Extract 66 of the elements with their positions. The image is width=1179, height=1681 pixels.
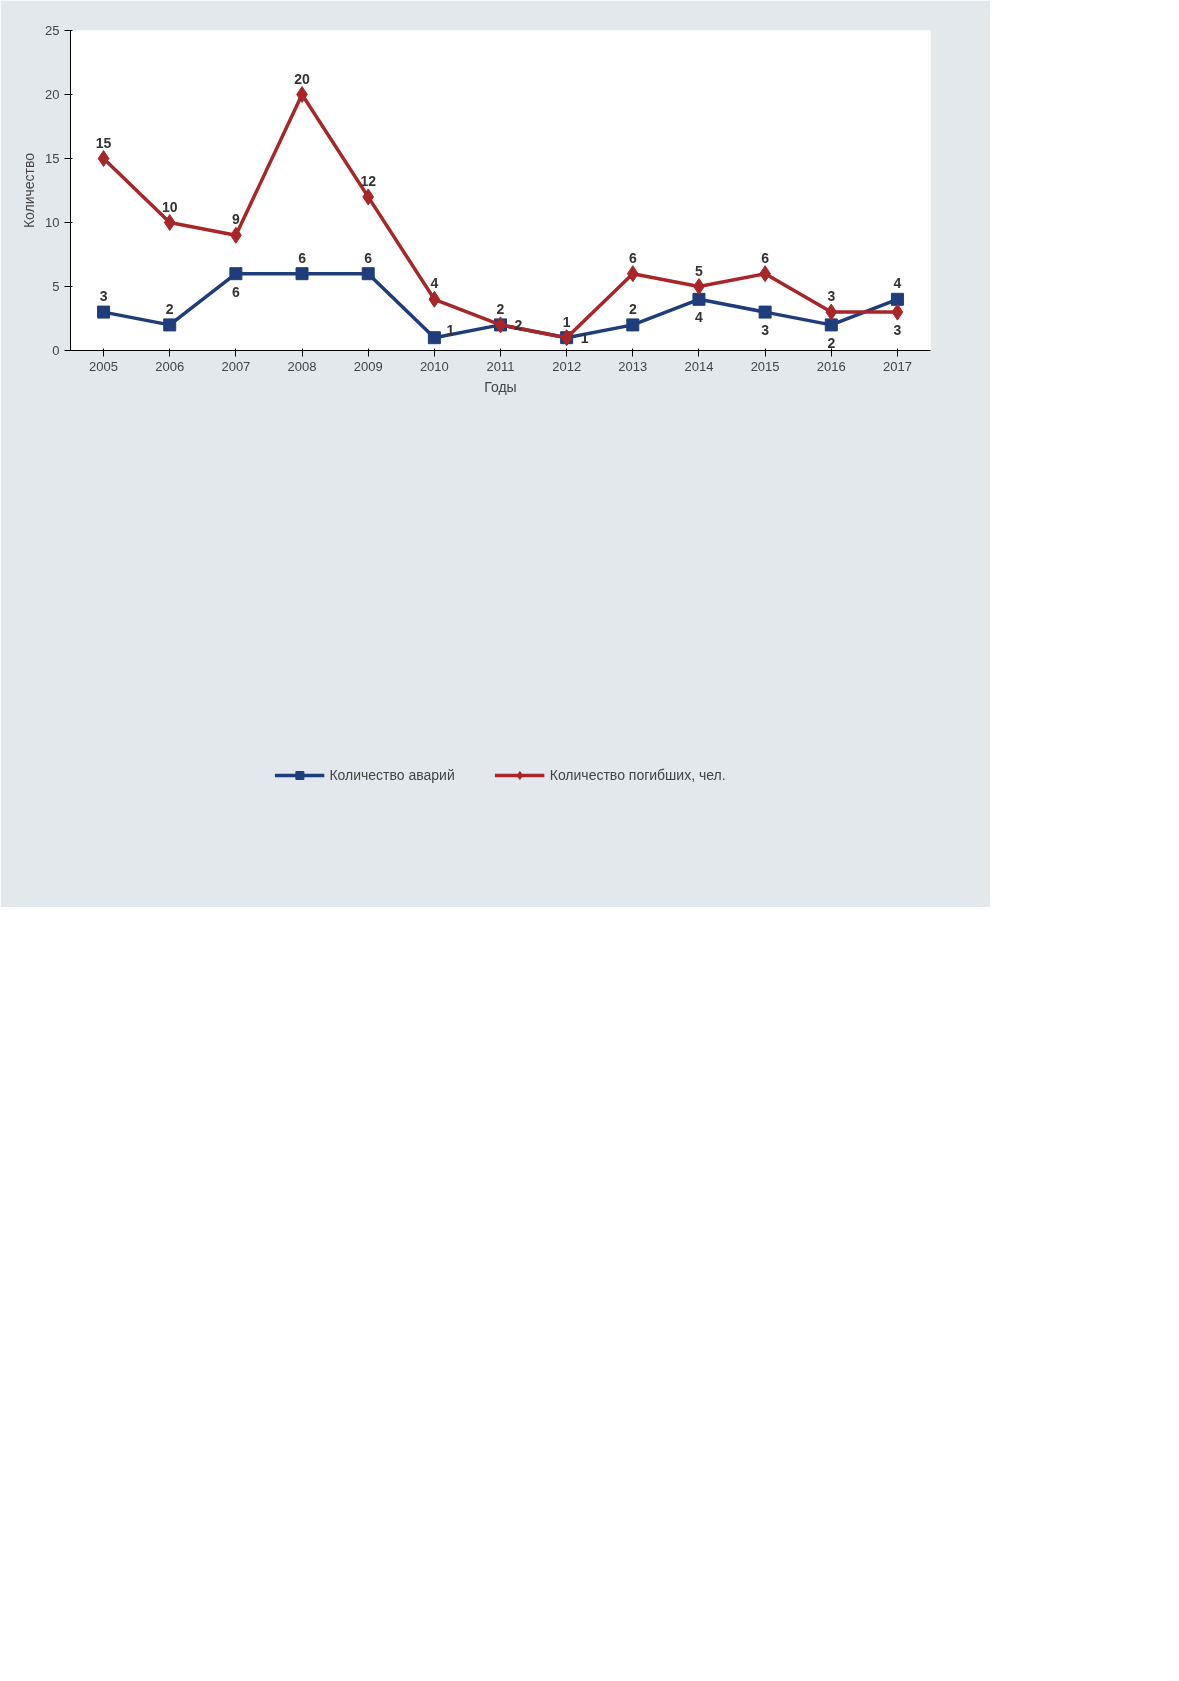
data-label: 4 [893, 275, 902, 292]
point [824, 318, 838, 332]
data-label: 6 [364, 249, 373, 266]
legend-label: Количество аварий [329, 766, 455, 783]
data-label: 20 [294, 70, 311, 87]
data-label: 4 [695, 309, 704, 326]
x-tick-label: 2008 [287, 358, 317, 374]
x-tick-label: 2012 [552, 358, 582, 374]
data-label: 2 [496, 300, 505, 317]
data-label: 6 [298, 249, 307, 266]
point [890, 292, 904, 306]
x-tick-label: 2011 [486, 358, 515, 374]
data-label: 3 [99, 288, 108, 305]
y-tick-label: 20 [45, 87, 60, 102]
data-label: 3 [893, 322, 902, 339]
y-tick-label: 15 [45, 151, 60, 166]
x-tick-label: 2016 [816, 358, 846, 374]
y-tick-label: 10 [45, 215, 60, 230]
point [296, 86, 308, 103]
point [758, 305, 772, 319]
point [693, 278, 705, 295]
x-tick-label: 2014 [684, 358, 714, 374]
data-label: 2 [628, 300, 637, 317]
point [626, 265, 639, 283]
point [163, 318, 177, 332]
point [97, 305, 111, 319]
point [163, 214, 176, 231]
point [427, 331, 441, 345]
data-label: 4 [430, 275, 439, 292]
legend-label: Количество погибших, чел. [549, 766, 726, 783]
point [295, 267, 309, 281]
y-tick-label: 25 [45, 23, 60, 38]
x-tick-label: 2009 [353, 358, 383, 374]
data-label: 6 [231, 283, 240, 300]
x-tick-label: 2015 [750, 358, 780, 374]
x-tick-label: 2007 [221, 358, 251, 374]
point [891, 303, 904, 321]
data-label: 6 [761, 249, 770, 266]
y-tick-label: 0 [52, 343, 60, 358]
data-label: 1 [562, 313, 571, 330]
point [229, 267, 243, 281]
data-label: 2 [165, 300, 174, 317]
y-tick-label: 5 [52, 279, 60, 294]
data-label: 9 [231, 211, 240, 228]
data-label: 5 [695, 262, 704, 279]
point [825, 303, 838, 321]
x-tick-label: 2005 [89, 358, 119, 374]
x-tick-label: 2006 [155, 358, 185, 374]
point [362, 188, 375, 206]
data-label: 10 [161, 198, 178, 215]
data-label: 15 [95, 134, 112, 151]
data-label: 3 [761, 322, 770, 339]
y-axis-title: Количество [21, 152, 38, 229]
x-tick-label: 2013 [618, 358, 648, 374]
data-label: 2 [827, 334, 836, 351]
point [692, 292, 706, 306]
data-label: 12 [360, 172, 377, 189]
data-label: 6 [628, 249, 637, 266]
point [361, 267, 375, 281]
x-tick-label: 2017 [882, 358, 912, 374]
data-label: 3 [827, 288, 836, 305]
point [97, 150, 110, 167]
x-tick-label: 2010 [419, 358, 449, 374]
x-axis-title: Годы [484, 378, 517, 395]
point [626, 318, 640, 332]
point [428, 290, 441, 308]
